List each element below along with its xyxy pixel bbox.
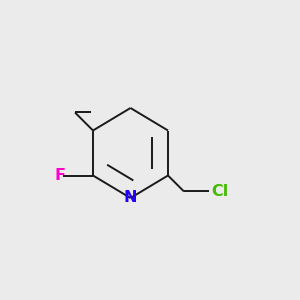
- Text: F: F: [55, 168, 65, 183]
- Text: N: N: [124, 190, 137, 206]
- Text: Cl: Cl: [211, 184, 228, 199]
